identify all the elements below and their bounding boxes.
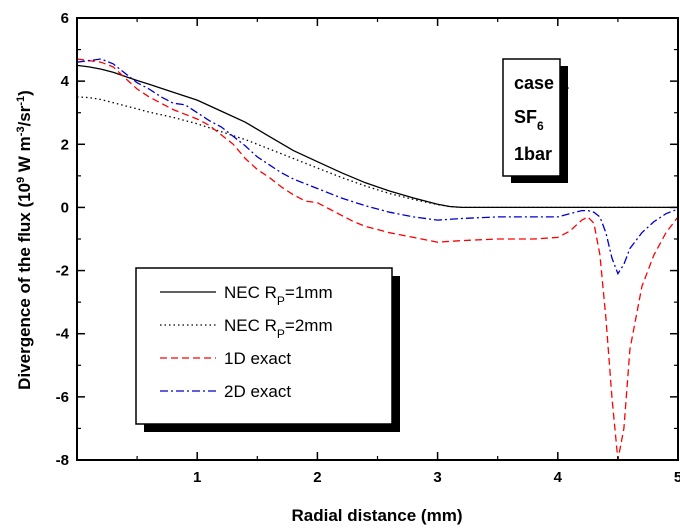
y-tick-label: -2 xyxy=(56,263,69,280)
legend-label-2: NEC RP=2mm xyxy=(224,316,333,341)
x-tick-label: 3 xyxy=(433,469,441,486)
legend: NEC RP=1mm NEC RP=2mm 1D exact 2D exact xyxy=(135,267,400,432)
annotation-frame xyxy=(502,58,561,177)
series-line-2 xyxy=(77,96,678,209)
y-tick-label: -4 xyxy=(56,326,70,343)
x-tick-label: 5 xyxy=(674,469,680,486)
legend-label-3: 1D exact xyxy=(224,349,291,368)
y-tick-label: -8 xyxy=(56,452,69,469)
annotation-case: case 1 xyxy=(514,73,569,93)
annotation-pressure: 1bar xyxy=(514,144,552,164)
y-tick-label: 4 xyxy=(61,73,70,90)
legend-label-4: 2D exact xyxy=(224,382,291,401)
x-tick-label: 2 xyxy=(313,469,321,486)
y-tick-label: 2 xyxy=(61,136,69,153)
series-line-4 xyxy=(77,58,678,276)
series-layer xyxy=(77,58,678,460)
series-line-1 xyxy=(77,64,678,209)
legend-label-1: NEC RP=1mm xyxy=(224,283,333,308)
y-axis-title: Divergence of the flux (109 W m-3/sr-1) xyxy=(15,90,34,390)
x-tick-label: 4 xyxy=(554,469,563,486)
y-tick-label: 0 xyxy=(61,199,69,216)
y-tick-label: 6 xyxy=(61,10,69,27)
legend-items: NEC RP=1mm NEC RP=2mm 1D exact 2D exact xyxy=(160,283,333,401)
tick-layer: 1 2 3 4 5 6 4 2 0 -2 -4 -6 -8 xyxy=(56,10,680,486)
annotation-gas: SF6 xyxy=(514,107,544,133)
y-tick-label: -6 xyxy=(56,389,69,406)
x-tick-label: 1 xyxy=(193,469,201,486)
annotation-box: case 1 SF6 1bar xyxy=(502,58,569,183)
x-axis-title: Radial distance (mm) xyxy=(292,506,463,525)
legend-frame xyxy=(135,267,393,425)
